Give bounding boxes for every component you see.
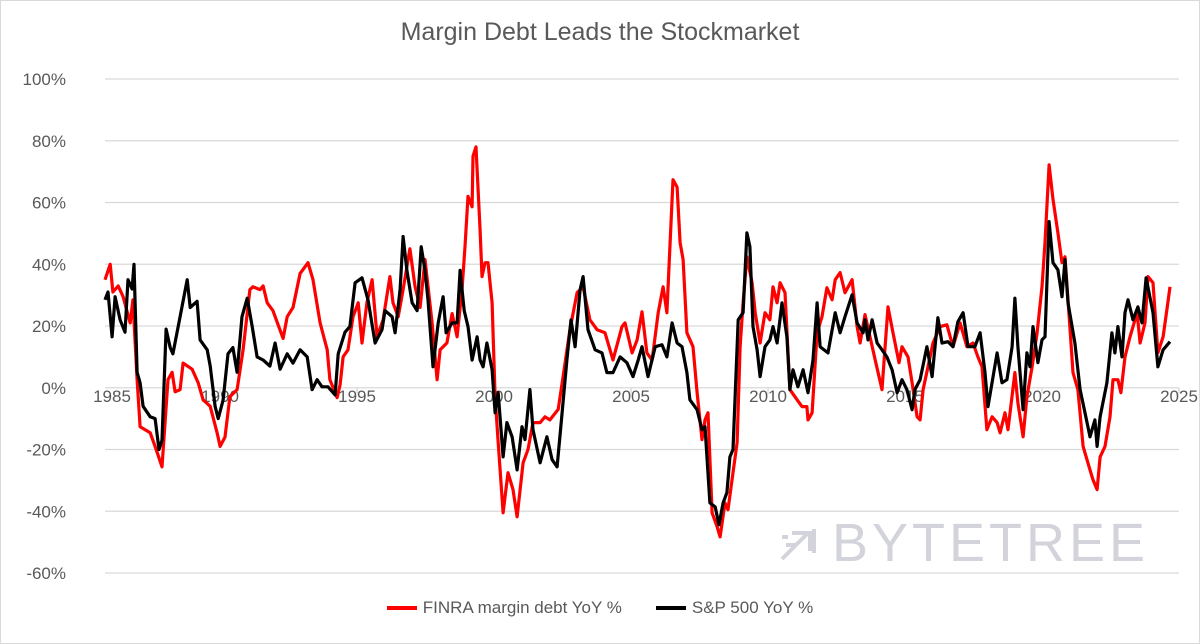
- x-tick-label: 1995: [338, 387, 376, 406]
- y-tick-label: 100%: [23, 70, 66, 89]
- watermark-text: BYTETREE: [832, 513, 1150, 573]
- x-tick-label: 2020: [1023, 387, 1061, 406]
- y-tick-label: 20%: [32, 317, 66, 336]
- series-line-sp500: [103, 220, 1172, 527]
- legend-swatch-finra: [386, 606, 417, 610]
- x-tick-label: 1985: [93, 387, 131, 406]
- legend-item-finra: FINRA margin debt YoY %: [386, 598, 622, 618]
- legend-swatch-sp500: [655, 606, 686, 610]
- x-tick-label: 2015: [886, 387, 924, 406]
- y-tick-label: 0%: [41, 379, 66, 398]
- y-tick-label: -20%: [26, 441, 66, 460]
- series-line-finra-margin-debt: [103, 145, 1172, 539]
- y-tick-label: 40%: [32, 255, 66, 274]
- bytetree-logo-icon: [780, 529, 816, 561]
- x-tick-label: 2010: [749, 387, 787, 406]
- x-tick-label: 2025: [1160, 387, 1198, 406]
- chart-title: Margin Debt Leads the Stockmarket: [400, 18, 800, 46]
- legend-label-sp500: S&P 500 YoY %: [691, 598, 814, 617]
- series-lines: [103, 145, 1172, 539]
- y-axis: 100% 80% 60% 40% 20% 0% -20% -40% -60%: [23, 70, 66, 583]
- legend-label-finra: FINRA margin debt YoY %: [422, 598, 622, 617]
- legend-item-sp500: S&P 500 YoY %: [655, 598, 814, 618]
- y-tick-label: -60%: [26, 564, 66, 583]
- legend: FINRA margin debt YoY % S&P 500 YoY %: [0, 598, 1200, 618]
- y-tick-label: -40%: [26, 502, 66, 521]
- x-axis: 1985 1990 1995 2000 2005 2010 2015 2020 2025: [93, 387, 1198, 406]
- gridlines: [105, 78, 1179, 574]
- y-tick-label: 60%: [32, 194, 66, 213]
- bytetree-watermark: BYTETREE: [778, 512, 1149, 574]
- x-tick-label: 2005: [612, 387, 650, 406]
- y-tick-label: 80%: [32, 132, 66, 151]
